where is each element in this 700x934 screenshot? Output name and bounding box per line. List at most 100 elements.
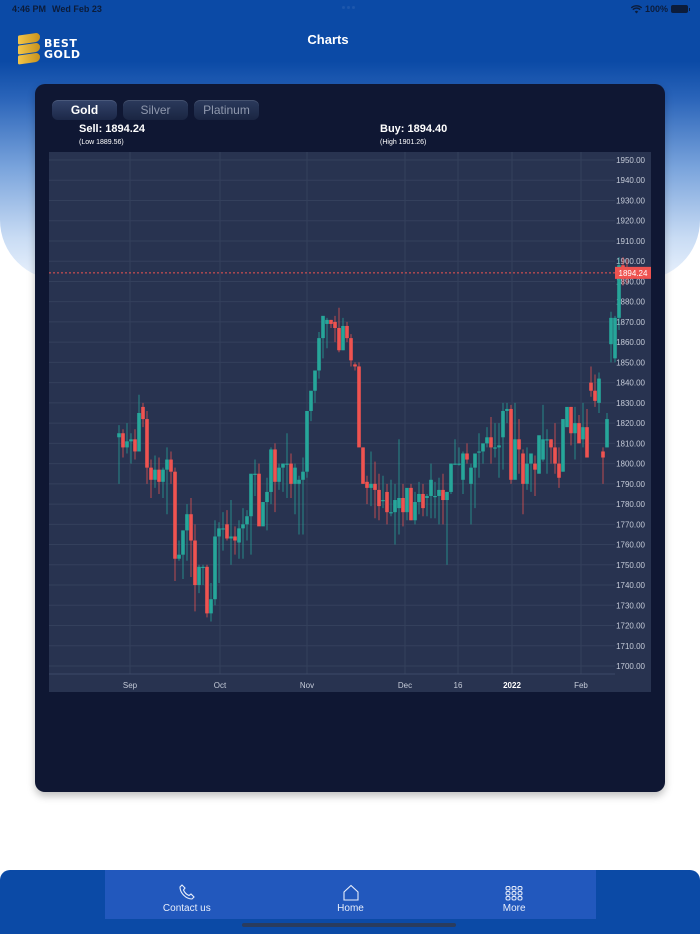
candle-down: [357, 366, 361, 448]
candle-up: [417, 493, 421, 503]
candle-up: [605, 419, 609, 448]
candle-up: [561, 419, 565, 472]
tab-gold[interactable]: Gold: [52, 100, 117, 120]
candle-down: [353, 364, 357, 367]
candle-up: [325, 319, 329, 324]
candle-up: [477, 451, 481, 453]
y-axis-label: 1820.00: [616, 419, 645, 428]
candle-down: [377, 489, 381, 507]
nav-more[interactable]: More: [432, 870, 596, 919]
candle-up: [393, 500, 397, 513]
y-axis-label: 1850.00: [616, 358, 645, 367]
status-date: Wed Feb 23: [52, 4, 102, 14]
candle-up: [617, 265, 621, 318]
candle-down: [173, 471, 177, 559]
candle-up: [473, 453, 477, 468]
y-axis-label: 1870.00: [616, 318, 645, 327]
candlestick-chart[interactable]: 1950.00 1940.00 1930.00 1920.00 1910.00 1900.…: [49, 152, 651, 692]
x-axis-label: Dec: [398, 681, 412, 690]
candle-down: [577, 423, 581, 444]
y-axis-label: 1880.00: [616, 298, 645, 307]
candle-up: [437, 489, 441, 496]
candle-down: [361, 447, 365, 484]
candle-down: [589, 382, 593, 391]
wifi-icon: [630, 4, 642, 13]
candle-up: [213, 536, 217, 600]
candle-down: [189, 514, 193, 541]
status-time: 4:46 PM: [12, 4, 47, 14]
candle-up: [305, 410, 309, 472]
y-axis-label: 1930.00: [616, 196, 645, 205]
y-axis-label: 1750.00: [616, 561, 645, 570]
candle-down: [385, 491, 389, 513]
candle-down: [585, 427, 589, 458]
chart-canvas[interactable]: 1950.00 1940.00 1930.00 1920.00 1910.00 1900.…: [49, 152, 651, 692]
candle-down: [409, 487, 413, 521]
candle-up: [249, 473, 253, 517]
nav-contact-us-label: Contact us: [162, 903, 211, 914]
tab-platinum[interactable]: Platinum: [194, 100, 259, 120]
candle-up: [313, 370, 317, 391]
candle-up: [217, 528, 221, 537]
candle-down: [373, 483, 377, 490]
candle-up: [261, 502, 265, 527]
candle-up: [449, 463, 453, 492]
candle-up: [293, 467, 297, 484]
candle-down: [225, 524, 229, 539]
candle-up: [181, 530, 185, 555]
candle-up: [413, 502, 417, 521]
candle-up: [389, 512, 393, 514]
candle-up: [537, 435, 541, 474]
multitasking-dots[interactable]: [342, 6, 355, 9]
candle-up: [177, 554, 181, 559]
candle-down: [121, 433, 125, 448]
y-axis-label: 1900.00: [616, 257, 645, 266]
tab-silver[interactable]: Silver: [123, 100, 188, 120]
candle-up: [469, 467, 473, 484]
candle-down: [145, 419, 149, 468]
candle-down: [593, 390, 597, 401]
candle-down: [141, 406, 145, 420]
candle-up: [429, 479, 433, 496]
candle-down: [257, 473, 261, 527]
nav-home-label: Home: [337, 903, 364, 914]
candle-up: [541, 439, 545, 460]
battery-icon: [671, 5, 690, 13]
bottom-nav-bar: Contact us Home More: [105, 870, 596, 919]
y-axis-label: 1840.00: [616, 379, 645, 388]
candle-down: [553, 447, 557, 464]
candle-up: [505, 408, 509, 411]
y-axis-label: 1780.00: [616, 500, 645, 509]
nav-home[interactable]: Home: [269, 870, 433, 919]
y-axis-label: 1810.00: [616, 439, 645, 448]
page-title: Charts: [307, 32, 349, 47]
candle-down: [441, 489, 445, 501]
candle-up: [341, 325, 345, 351]
candle-down: [601, 451, 605, 458]
y-axis-label: 1830.00: [616, 399, 645, 408]
candle-up: [117, 433, 121, 438]
candle-up: [125, 441, 129, 448]
candle-down: [289, 463, 293, 484]
candle-down: [549, 439, 553, 448]
y-axis-label: 1950.00: [616, 156, 645, 165]
y-axis-label: 1940.00: [616, 176, 645, 185]
candle-down: [401, 498, 405, 513]
nav-contact-us[interactable]: Contact us: [105, 870, 269, 919]
buy-block: Buy: 1894.40 (High 1901.26): [380, 123, 447, 146]
candle-up: [381, 500, 385, 502]
candle-up: [493, 447, 497, 449]
candle-up: [253, 473, 257, 475]
candle-up: [161, 469, 165, 482]
best-gold-logo[interactable]: BEST GOLD: [18, 32, 81, 65]
y-axis-label: 1860.00: [616, 338, 645, 347]
candle-up: [137, 413, 141, 452]
logo-text: BEST GOLD: [44, 37, 81, 61]
sell-block: Sell: 1894.24 (Low 1889.56): [79, 123, 145, 146]
candle-up: [241, 524, 245, 529]
home-indicator[interactable]: [242, 923, 456, 927]
candle-up: [285, 463, 289, 465]
candle-up: [229, 536, 233, 539]
candle-up: [201, 566, 205, 569]
candle-down: [133, 439, 137, 452]
